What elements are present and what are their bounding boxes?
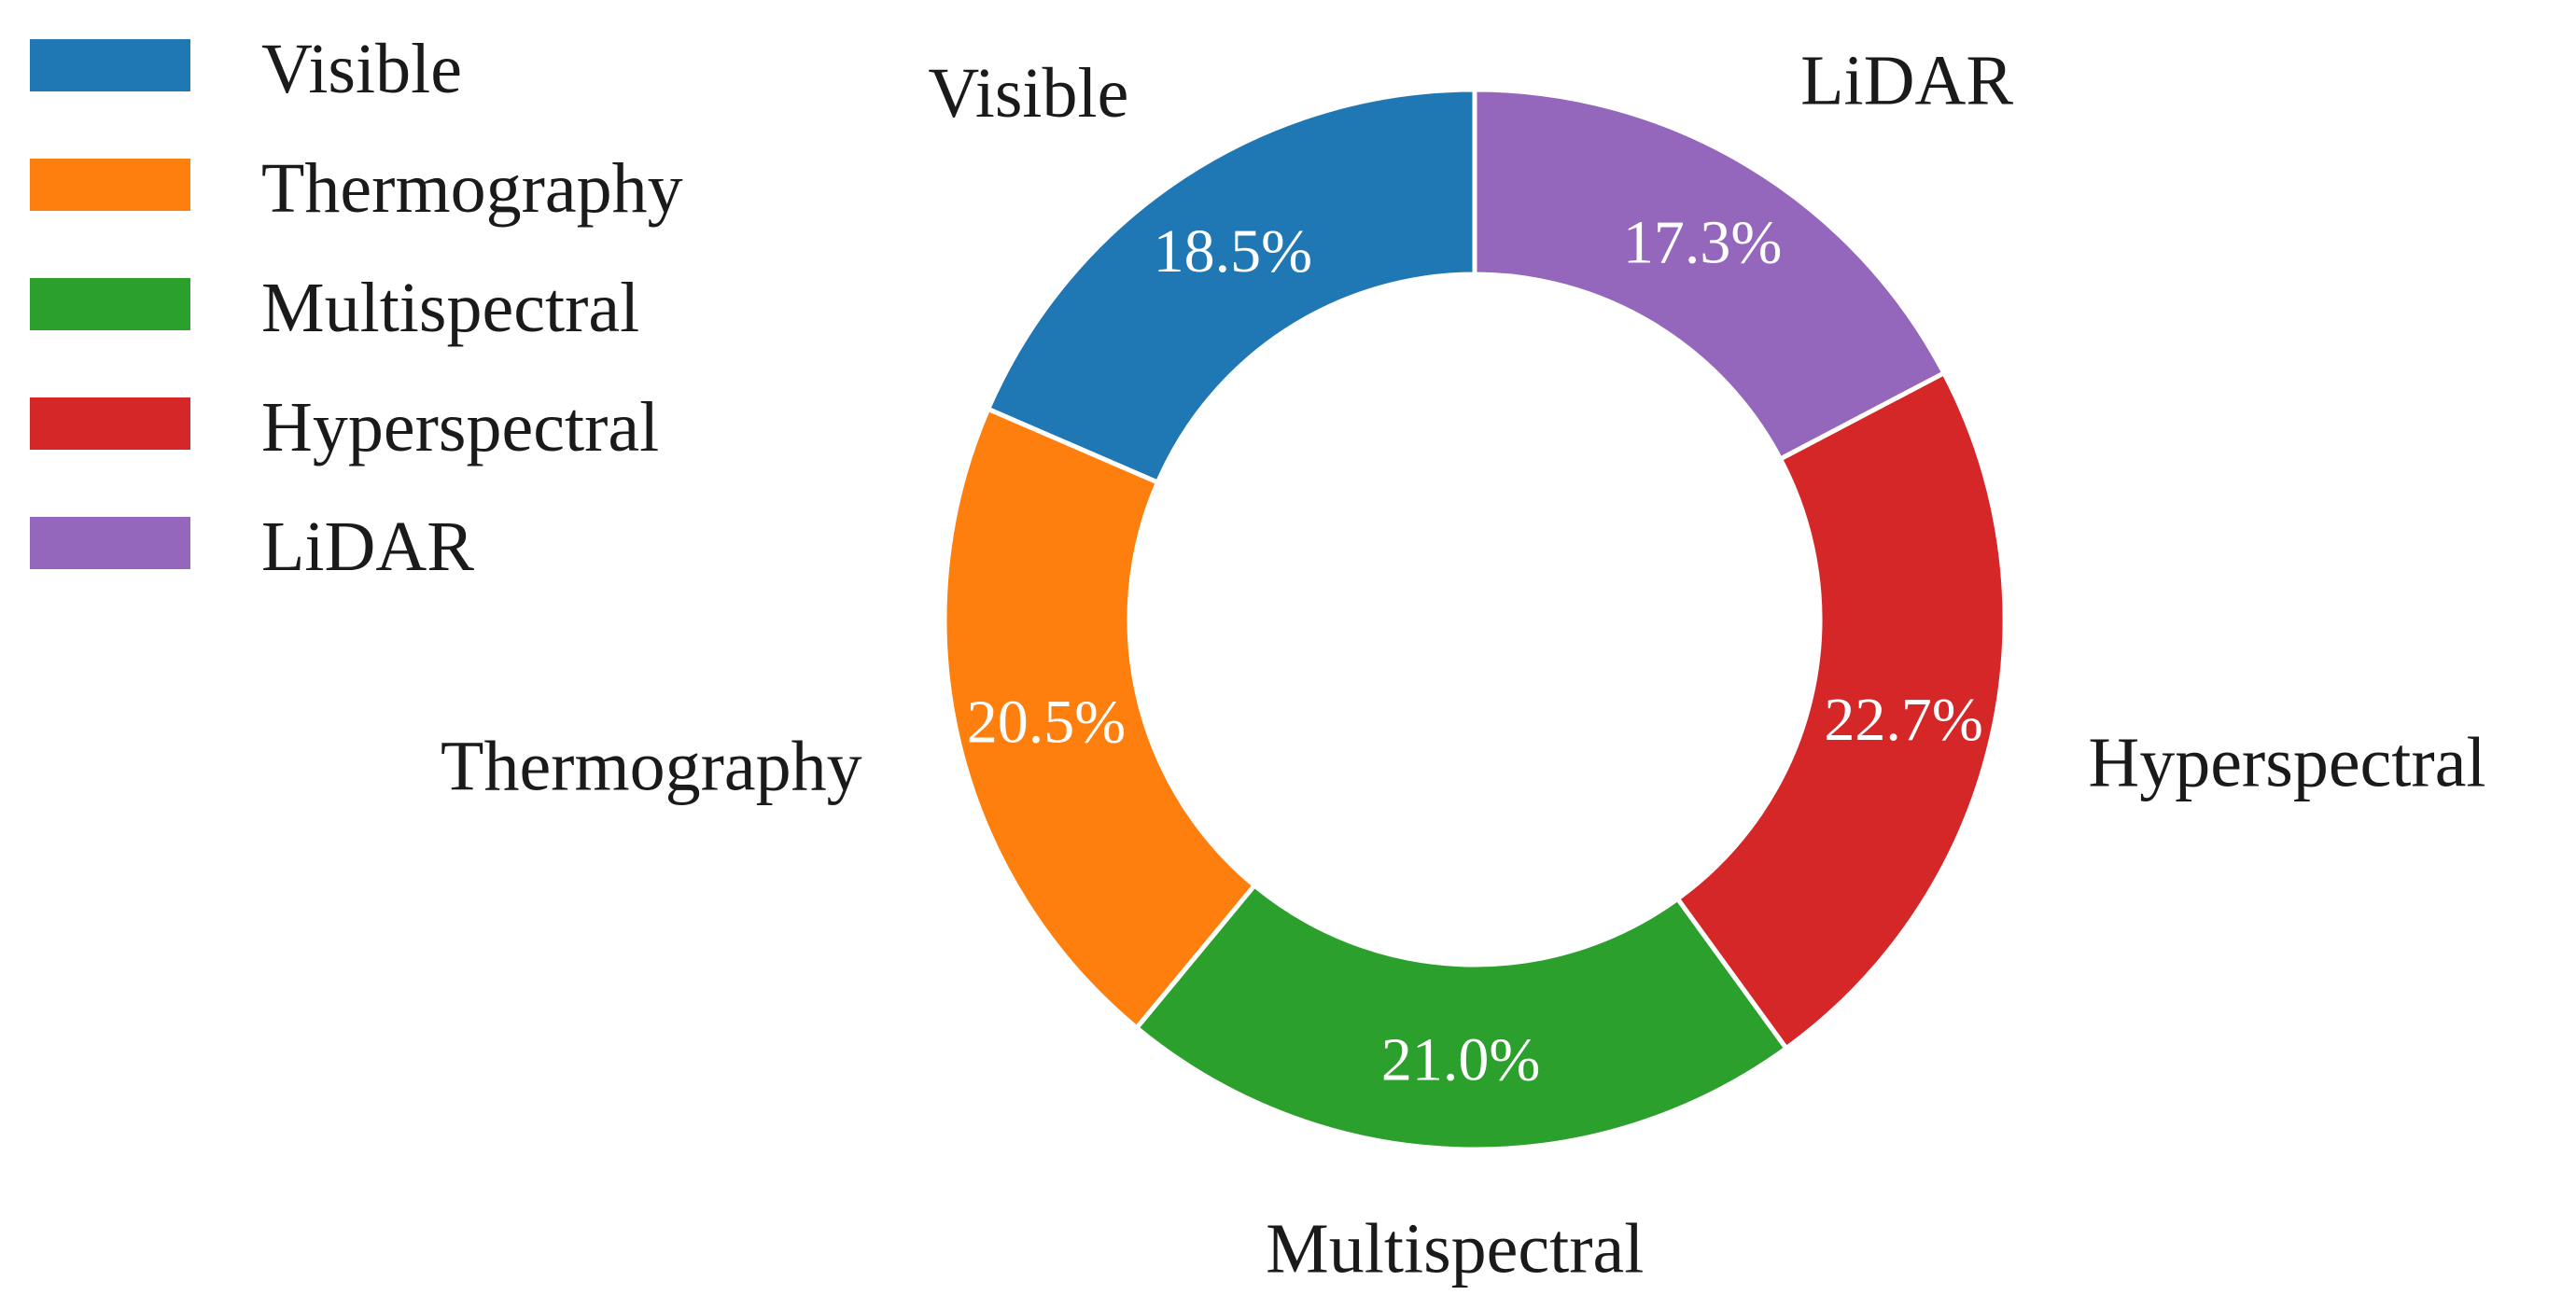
percent-labels: 18.5% 20.5% 21.0% 22.7% 17.3%	[967, 209, 1983, 1094]
legend-label-thermography: Thermography	[261, 149, 683, 228]
legend-swatch-visible	[30, 39, 190, 91]
percent-label-thermography: 20.5%	[967, 689, 1126, 757]
legend: Visible Thermography Multispectral Hyperspe…	[30, 30, 683, 586]
donut-slices	[942, 87, 2008, 1152]
legend-label-multispectral: Multispectral	[261, 269, 639, 347]
slice-hyperspectral	[1674, 370, 2008, 1051]
legend-swatch-hyperspectral	[30, 397, 190, 450]
percent-label-lidar: 17.3%	[1623, 209, 1782, 277]
category-label-hyperspectral: Hyperspectral	[2088, 723, 2485, 801]
slice-lidar	[1472, 87, 1947, 462]
category-label-visible: Visible	[928, 54, 1128, 132]
slice-thermography	[942, 406, 1257, 1031]
category-label-multispectral: Multispectral	[1266, 1210, 1644, 1288]
percent-label-visible: 18.5%	[1154, 217, 1312, 285]
legend-label-lidar: LiDAR	[261, 508, 474, 586]
percent-label-multispectral: 21.0%	[1381, 1025, 1540, 1093]
category-label-thermography: Thermography	[441, 728, 862, 806]
category-labels: Visible Thermography Multispectral Hyperspe…	[441, 41, 2486, 1288]
legend-swatch-multispectral	[30, 278, 190, 330]
percent-label-hyperspectral: 22.7%	[1824, 686, 1982, 754]
legend-label-hyperspectral: Hyperspectral	[261, 388, 659, 467]
legend-label-visible: Visible	[261, 30, 462, 108]
legend-swatch-lidar	[30, 517, 190, 569]
slice-visible	[986, 87, 1477, 485]
slice-multispectral	[1134, 883, 1789, 1152]
legend-swatch-thermography	[30, 159, 190, 211]
category-label-lidar: LiDAR	[1800, 41, 2013, 119]
